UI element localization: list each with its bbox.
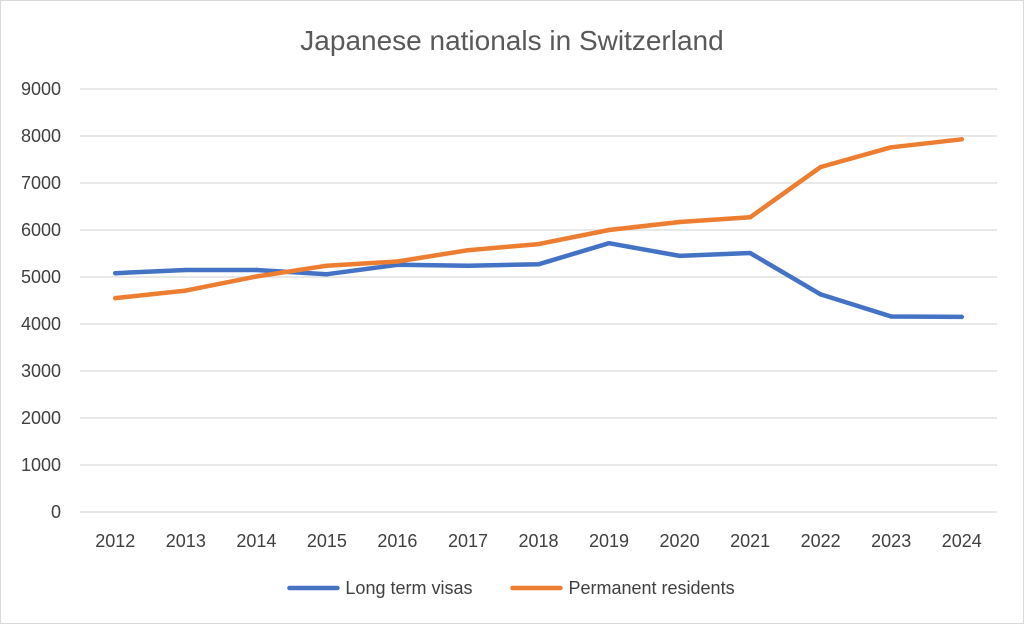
- x-axis-ticks: 2012 2013 2014 2015 2016 2017 2018 2019 2020 2021…: [95, 531, 982, 551]
- y-axis-ticks: 0 1000 2000 3000 4000 5000 6000 7000 8000 9000: [21, 79, 61, 522]
- legend-label: Permanent residents: [568, 578, 734, 598]
- y-tick-label: 6000: [21, 220, 61, 240]
- series-line-1: [113, 137, 964, 301]
- x-tick-label: 2021: [730, 531, 770, 551]
- data-point: [183, 267, 189, 273]
- data-point: [465, 263, 471, 268]
- y-tick-label: 0: [51, 502, 61, 522]
- legend-label: Long term visas: [345, 578, 472, 598]
- x-tick-label: 2019: [589, 531, 629, 551]
- data-point: [959, 314, 964, 320]
- y-tick-label: 2000: [21, 408, 61, 428]
- data-point: [324, 263, 330, 268]
- data-point: [395, 259, 400, 264]
- legend: Long term visas Permanent residents: [287, 578, 735, 598]
- series-lines: [113, 137, 964, 320]
- x-tick-label: 2017: [448, 531, 488, 551]
- data-point: [606, 227, 612, 233]
- gridlines: [80, 88, 997, 513]
- data-point: [888, 314, 894, 319]
- data-point: [606, 240, 612, 246]
- y-tick-label: 9000: [21, 79, 61, 99]
- x-tick-label: 2018: [518, 531, 558, 551]
- y-tick-label: 1000: [21, 455, 61, 475]
- y-tick-label: 7000: [21, 173, 61, 193]
- data-point: [324, 271, 330, 277]
- data-point: [465, 248, 471, 253]
- x-tick-label: 2012: [95, 531, 135, 551]
- data-point: [747, 250, 753, 256]
- y-tick-label: 8000: [21, 126, 61, 146]
- x-tick-label: 2020: [660, 531, 700, 551]
- data-point: [959, 137, 964, 142]
- x-tick-label: 2024: [942, 531, 982, 551]
- data-point: [113, 271, 118, 276]
- y-tick-label: 3000: [21, 361, 61, 381]
- data-point: [536, 241, 541, 247]
- data-point: [183, 288, 189, 293]
- x-tick-label: 2014: [236, 531, 276, 551]
- x-tick-label: 2013: [166, 531, 206, 551]
- data-point: [818, 164, 823, 170]
- data-point: [747, 215, 753, 220]
- x-tick-label: 2022: [801, 531, 841, 551]
- data-point: [818, 292, 823, 297]
- y-tick-label: 4000: [21, 314, 61, 334]
- data-point: [677, 253, 682, 259]
- data-point: [888, 145, 894, 150]
- data-point: [254, 267, 259, 273]
- y-tick-label: 5000: [21, 267, 61, 287]
- data-point: [677, 219, 682, 225]
- x-tick-label: 2015: [307, 531, 347, 551]
- data-point: [536, 262, 541, 267]
- x-tick-label: 2023: [871, 531, 911, 551]
- data-point: [254, 274, 259, 279]
- x-tick-label: 2016: [377, 531, 417, 551]
- chart-title: Japanese nationals in Switzerland: [300, 25, 723, 56]
- data-point: [113, 295, 118, 301]
